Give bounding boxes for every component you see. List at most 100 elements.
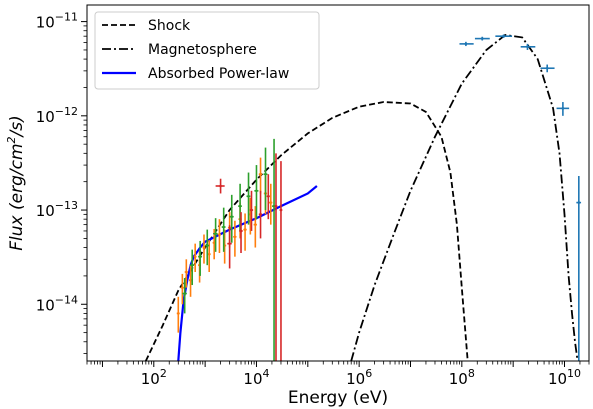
data-point-marker	[250, 208, 253, 212]
data-point	[576, 175, 582, 361]
data-point	[253, 206, 257, 248]
data-point-marker	[233, 235, 237, 239]
data-point-marker	[545, 66, 549, 70]
data-point	[258, 157, 263, 194]
data-point	[269, 183, 273, 225]
data-point-marker	[561, 107, 565, 110]
data-point	[238, 183, 242, 231]
data-point-marker	[198, 255, 202, 258]
data-point-marker	[267, 194, 270, 198]
data-point-marker	[239, 229, 243, 233]
data-point-marker	[202, 246, 206, 249]
data-point-marker	[228, 242, 231, 245]
data-point	[279, 161, 283, 361]
data-point	[190, 249, 195, 286]
legend-label-magnetosphere: Magnetosphere	[148, 42, 257, 58]
data-point-marker	[238, 204, 242, 208]
data-point-marker	[259, 213, 262, 216]
data-point	[198, 240, 203, 276]
axis-layer: 102 104 106 108 1010 10−14 10−13 10−12 10−11	[36, 11, 590, 388]
data-point	[239, 212, 243, 254]
data-point-marker	[269, 201, 273, 204]
data-point	[266, 174, 270, 220]
data-point-marker	[577, 201, 581, 204]
data-point	[184, 259, 188, 288]
x-tick-label: 104	[243, 367, 269, 388]
data-point-marker	[247, 194, 250, 198]
data-point-marker	[243, 228, 247, 231]
data-point	[520, 43, 536, 50]
data-point	[254, 165, 259, 220]
y-tick-label: 10−12	[36, 105, 78, 126]
data-point	[227, 225, 232, 269]
x-tick-label: 108	[449, 367, 475, 388]
legend-label-absorbed-power-law: Absorbed Power-law	[148, 66, 289, 82]
data-point	[205, 229, 210, 266]
data-point-marker	[526, 45, 529, 49]
data-point-marker	[219, 184, 222, 188]
data-point	[263, 147, 268, 211]
data-point-marker	[464, 42, 468, 46]
data-point-marker	[183, 292, 187, 295]
data-point-marker	[264, 172, 267, 176]
data-point-marker	[207, 252, 211, 256]
legend-frame	[94, 11, 320, 90]
data-point	[243, 213, 247, 251]
data-point-marker	[222, 225, 226, 229]
y-tick-label: 10−14	[36, 293, 78, 314]
data-point	[459, 41, 474, 47]
data-point	[474, 36, 490, 41]
data-point-marker	[274, 204, 278, 208]
x-tick-label: 106	[346, 367, 372, 388]
series-line-magnetosphere	[350, 34, 579, 361]
data-point-marker	[259, 172, 262, 176]
data-point	[182, 278, 187, 314]
y-axis-label: Flux (erg/cm2/s)	[5, 115, 27, 250]
data-point	[249, 190, 254, 231]
data-point	[229, 194, 234, 243]
data-point-group-3	[215, 153, 283, 361]
legend-label-shock: Shock	[148, 18, 191, 34]
data-point	[246, 172, 251, 225]
x-tick-label: 102	[141, 367, 167, 388]
y-tick-label: 10−11	[36, 11, 78, 32]
data-point	[540, 64, 555, 73]
data-point-marker	[176, 312, 180, 315]
x-axis-label: Energy (eV)	[288, 388, 388, 408]
data-point-marker	[218, 233, 221, 236]
data-point-marker	[181, 286, 184, 289]
data-point-marker	[255, 189, 258, 193]
y-axis-label-tail: /s)	[7, 115, 27, 138]
data-point-group-0	[459, 34, 582, 361]
data-point	[180, 273, 184, 305]
data-point	[258, 190, 263, 239]
data-point	[202, 234, 206, 264]
data-point-marker	[189, 278, 192, 282]
data-point-marker	[480, 37, 484, 40]
data-point-marker	[185, 270, 188, 274]
data-point	[215, 178, 225, 194]
data-point-marker	[279, 208, 283, 212]
data-point-marker	[193, 255, 197, 258]
x-tick-label: 1010	[548, 367, 581, 388]
data-point-group-2	[182, 138, 276, 361]
data-point	[193, 243, 197, 273]
legend: Shock Magnetosphere Absorbed Power-law	[94, 11, 320, 90]
y-axis-label-sup: 2	[5, 136, 18, 143]
data-point-marker	[205, 244, 209, 247]
data-point-marker	[190, 263, 194, 267]
data-point	[274, 153, 278, 361]
data-point	[556, 102, 570, 116]
y-axis-label-main: Flux (erg/cm	[7, 143, 27, 250]
data-point	[221, 207, 226, 252]
data-point	[213, 218, 218, 252]
data-point-marker	[254, 223, 257, 226]
data-point-marker	[502, 34, 505, 38]
y-tick-label: 10−13	[36, 199, 78, 220]
data-point	[176, 296, 180, 333]
data-points-layer	[176, 34, 582, 361]
data-point	[217, 219, 221, 254]
data-point-marker	[230, 215, 234, 218]
data-point	[233, 220, 237, 257]
